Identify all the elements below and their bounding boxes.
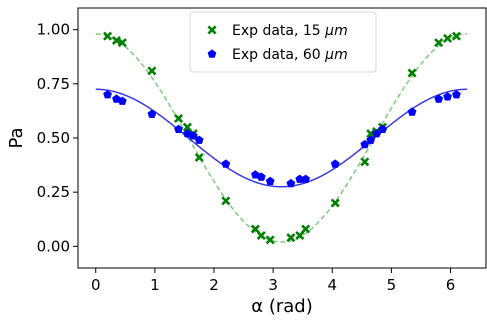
legend-marker xyxy=(207,25,217,35)
data-point xyxy=(378,124,387,134)
data-point xyxy=(194,135,204,144)
legend-label: Exp data, 15 μm xyxy=(232,23,348,39)
x-tick-label: 2 xyxy=(209,276,219,294)
data-point xyxy=(117,38,127,48)
data-point xyxy=(330,198,340,208)
data-point xyxy=(265,176,275,186)
y-tick-label: 1.00 xyxy=(37,21,70,39)
x-tick-label: 0 xyxy=(91,276,101,294)
data-point xyxy=(117,96,127,105)
data-point xyxy=(250,224,260,234)
x-tick-label: 1 xyxy=(150,276,160,294)
data-point xyxy=(434,94,444,103)
data-point xyxy=(194,152,204,163)
data-point xyxy=(366,129,376,139)
fit-curve-1 xyxy=(95,33,468,243)
x-axis-label: α (rad) xyxy=(251,296,313,317)
data-point xyxy=(360,157,370,167)
legend-marker xyxy=(207,49,217,58)
data-point xyxy=(221,196,231,206)
y-tick-label: 0.00 xyxy=(37,237,70,255)
y-tick-label: 0.50 xyxy=(37,129,70,147)
data-point xyxy=(174,124,183,134)
data-point xyxy=(407,68,417,78)
data-point xyxy=(265,235,275,245)
data-point xyxy=(174,113,184,124)
data-point xyxy=(256,172,266,181)
legend-label: Exp data, 60 μm xyxy=(232,47,348,63)
data-point xyxy=(103,90,112,99)
data-point xyxy=(111,35,121,46)
data-point xyxy=(360,139,370,149)
series-2 xyxy=(103,90,461,188)
legend-box xyxy=(189,11,377,73)
data-point xyxy=(452,90,461,99)
x-tick-label: 6 xyxy=(446,276,456,294)
data-point xyxy=(443,92,452,101)
data-points xyxy=(103,31,461,245)
data-point xyxy=(103,31,113,41)
y-tick-label: 0.75 xyxy=(37,75,70,93)
data-point xyxy=(434,38,444,48)
fit-curves xyxy=(95,33,468,243)
data-point xyxy=(366,135,376,144)
data-point xyxy=(330,159,340,168)
data-point xyxy=(188,131,198,140)
data-point xyxy=(147,66,157,76)
x-axis-ticks: 0 1 2 3 4 5 6 xyxy=(91,268,455,294)
data-point xyxy=(295,174,305,183)
fit-curve-2 xyxy=(95,88,468,188)
y-axis-ticks: 0.00 0.25 0.50 0.75 1.00 xyxy=(37,21,78,255)
data-point xyxy=(256,230,266,241)
data-point xyxy=(301,174,311,183)
data-point xyxy=(407,107,417,116)
data-point xyxy=(443,33,453,43)
data-point xyxy=(286,178,296,188)
y-axis-label: Pa xyxy=(6,127,27,148)
x-tick-label: 4 xyxy=(327,276,337,294)
y-tick-label: 0.25 xyxy=(37,183,70,201)
data-point xyxy=(221,159,231,168)
x-tick-label: 5 xyxy=(387,276,397,294)
data-point xyxy=(286,233,296,243)
data-point xyxy=(451,31,461,41)
data-point xyxy=(372,129,381,138)
data-point xyxy=(147,109,157,118)
data-point xyxy=(301,224,311,234)
legend: Exp data, 15 μm Exp data, 60 μm xyxy=(189,11,377,73)
data-point xyxy=(182,122,192,132)
x-tick-label: 3 xyxy=(268,276,278,294)
data-point xyxy=(295,230,305,241)
